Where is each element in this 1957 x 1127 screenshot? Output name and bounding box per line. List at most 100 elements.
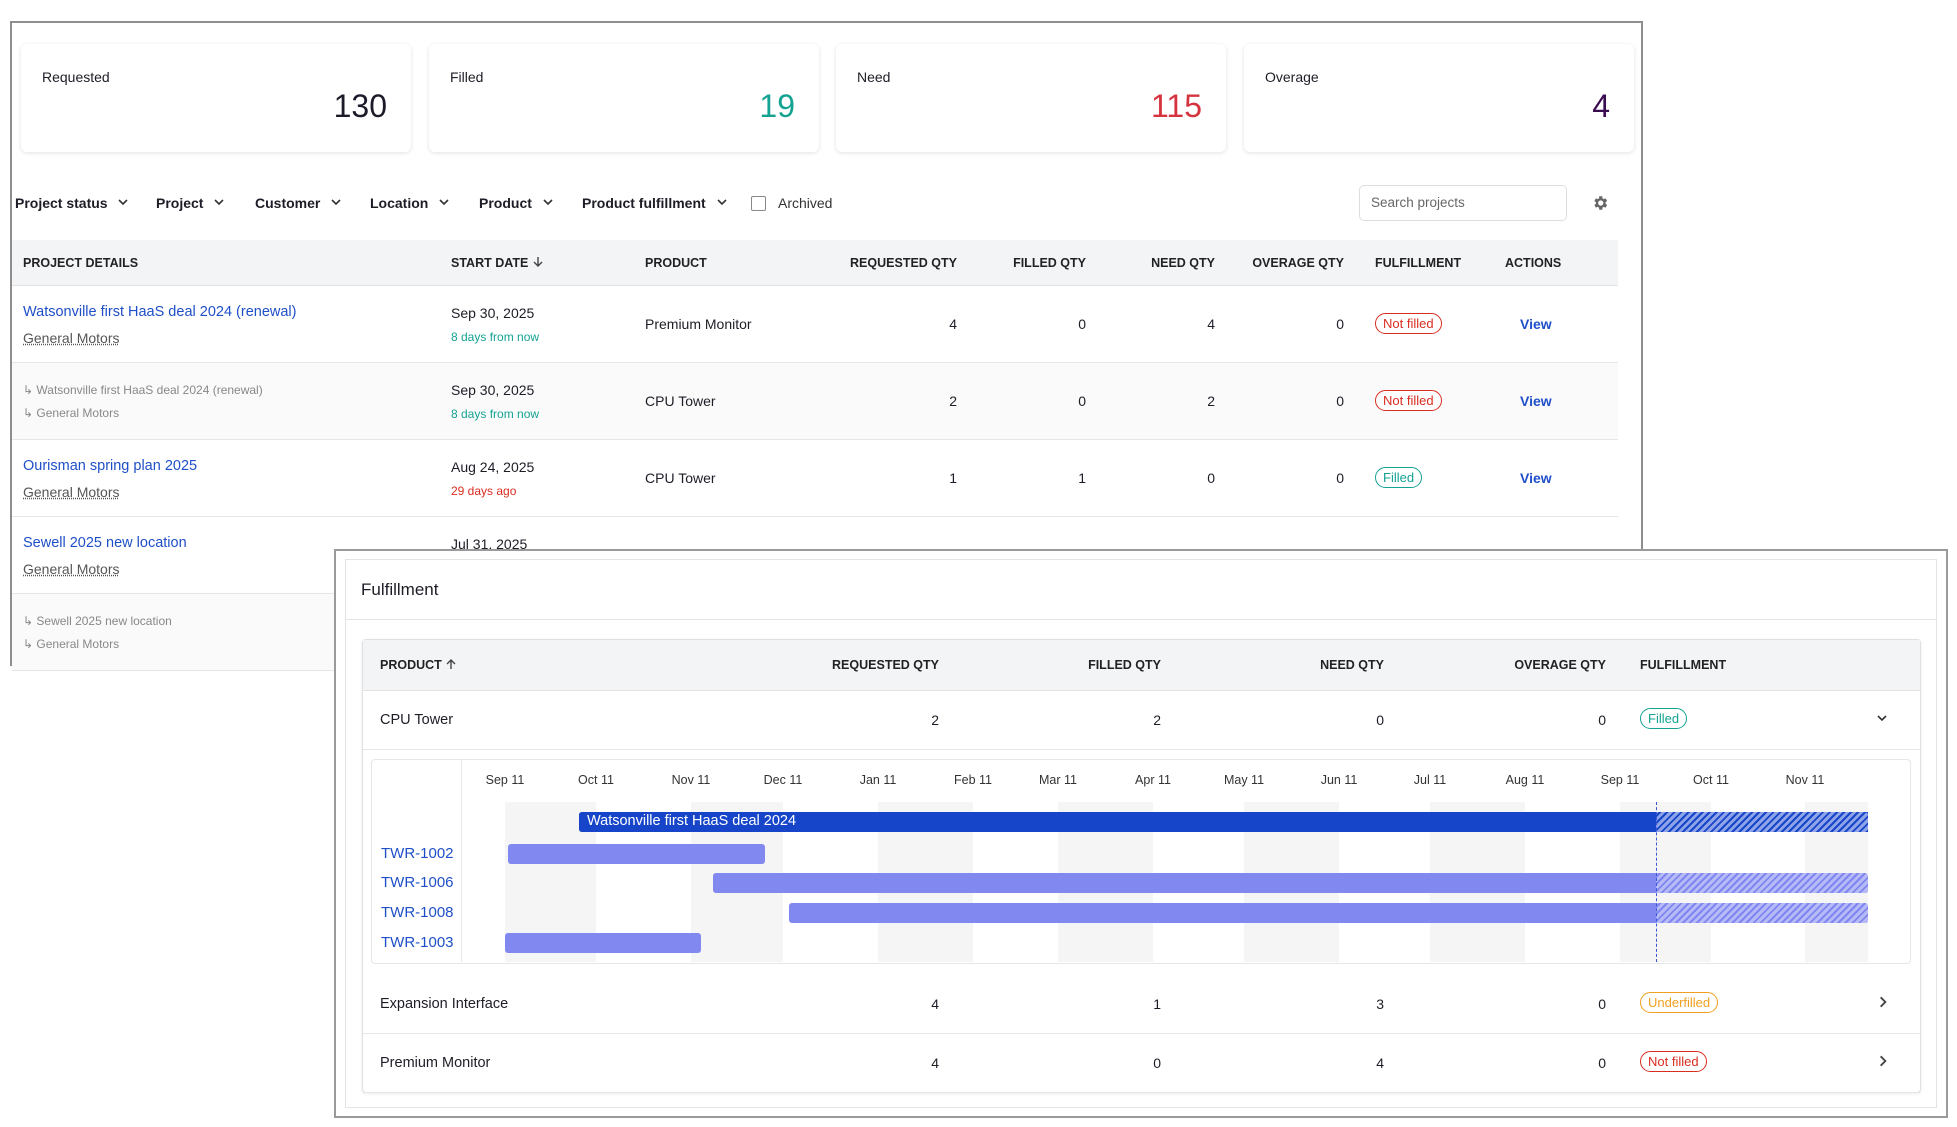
qty: 4: [1207, 316, 1215, 332]
column-header: OVERAGE QTY: [1252, 256, 1344, 270]
status-pill: Filled: [1375, 467, 1423, 488]
month-label: Apr 11: [1135, 773, 1171, 787]
column-header: NEED QTY: [1151, 256, 1215, 270]
product-row: [363, 1034, 1920, 1093]
stat-label: Requested: [42, 69, 110, 85]
qty: 0: [1598, 996, 1606, 1012]
filter-dropdown[interactable]: Customer: [255, 195, 342, 211]
unit-bar: [713, 873, 1656, 893]
month-label: Nov 11: [671, 773, 711, 787]
qty: 1: [949, 470, 957, 486]
month-label: Oct 11: [1693, 773, 1729, 787]
column-header: FULFILLMENT: [1640, 658, 1727, 672]
status-pill: Filled: [1640, 708, 1688, 729]
month-label: Jun 11: [1320, 773, 1358, 787]
product-row: [363, 691, 1920, 750]
expand-toggle[interactable]: [1876, 1054, 1890, 1073]
column-header: FULFILLMENT: [1375, 256, 1462, 270]
month-label: Jul 11: [1413, 773, 1447, 787]
qty: 0: [1207, 470, 1215, 486]
filter-dropdown[interactable]: Product fulfillment: [582, 195, 728, 211]
filter-dropdown[interactable]: Project: [156, 195, 225, 211]
unit-bar: [508, 844, 765, 864]
sub-project: ↳ Watsonville first HaaS deal 2024 (rene…: [23, 383, 263, 397]
column-header: FILLED QTY: [1013, 256, 1086, 270]
stat-card: Overage 4: [1244, 44, 1634, 152]
table-header-bg: [12, 240, 1618, 286]
project-link[interactable]: Ourisman spring plan 2025: [23, 458, 198, 474]
sub-customer: ↳ General Motors: [23, 406, 120, 420]
qty: 0: [1336, 393, 1344, 409]
view-link[interactable]: View: [1520, 393, 1552, 409]
today-line: [1656, 802, 1657, 962]
column-header: PROJECT DETAILS: [23, 256, 139, 270]
month-label: Aug 11: [1505, 773, 1545, 787]
fulfillment-title: Fulfillment: [361, 580, 439, 599]
search-box[interactable]: [1359, 185, 1567, 221]
qty: 3: [1376, 996, 1384, 1012]
qty: 4: [949, 316, 957, 332]
month-label: May 11: [1223, 773, 1265, 787]
stat-card: Need 115: [836, 44, 1226, 152]
month-label: Oct 11: [578, 773, 614, 787]
product: Premium Monitor: [645, 316, 752, 332]
month-label: Feb 11: [954, 773, 992, 787]
status-pill: Not filled: [1375, 313, 1442, 334]
project-link[interactable]: Sewell 2025 new location: [23, 535, 187, 551]
qty: 2: [1153, 712, 1161, 728]
unit-bar-future: [1656, 903, 1868, 923]
qty: 0: [1078, 393, 1086, 409]
expand-toggle[interactable]: [1876, 711, 1888, 729]
product-name: Expansion Interface: [380, 996, 509, 1012]
customer: General Motors: [23, 484, 120, 500]
qty: 0: [1336, 470, 1344, 486]
unit-bar-future: [1656, 873, 1868, 893]
filter-label: Project status: [15, 195, 108, 211]
settings-icon[interactable]: [1591, 194, 1609, 217]
archived-label: Archived: [778, 195, 833, 211]
column-header: OVERAGE QTY: [1514, 658, 1606, 672]
customer: General Motors: [23, 330, 120, 346]
column-header: NEED QTY: [1320, 658, 1384, 672]
filter-label: Product: [479, 195, 532, 211]
project-link[interactable]: Watsonville first HaaS deal 2024 (renewa…: [23, 304, 297, 320]
unit-label[interactable]: TWR-1006: [381, 874, 454, 891]
status-pill: Not filled: [1640, 1051, 1707, 1072]
month-label: Nov 11: [1785, 773, 1825, 787]
project-bar-solid: [579, 812, 1656, 832]
table-row: [12, 286, 1618, 363]
filter-dropdown[interactable]: Product: [479, 195, 554, 211]
unit-label[interactable]: TWR-1008: [381, 904, 454, 921]
view-link[interactable]: View: [1520, 316, 1552, 332]
filter-label: Customer: [255, 195, 321, 211]
unit-label[interactable]: TWR-1003: [381, 934, 454, 951]
month-label: Sep 11: [485, 773, 525, 787]
checkbox[interactable]: [751, 196, 766, 211]
column-header: PRODUCT: [380, 658, 457, 672]
qty: 4: [931, 1055, 939, 1071]
qty: 1: [1078, 470, 1086, 486]
start-date: Jul 31, 2025: [451, 536, 528, 552]
unit-bar: [505, 933, 701, 953]
filter-dropdown[interactable]: Location: [370, 195, 450, 211]
qty: 4: [931, 996, 939, 1012]
expand-toggle[interactable]: [1876, 995, 1890, 1014]
column-header: FILLED QTY: [1088, 658, 1161, 672]
start-date: Sep 30, 2025: [451, 305, 535, 321]
status-pill: Not filled: [1375, 390, 1442, 411]
stat-value: 115: [1150, 88, 1202, 124]
table-row: [12, 363, 1618, 440]
customer: General Motors: [23, 561, 120, 577]
qty: 2: [931, 712, 939, 728]
unit-label[interactable]: TWR-1002: [381, 845, 454, 862]
status-pill: Underfilled: [1640, 992, 1719, 1013]
qty: 0: [1153, 1055, 1161, 1071]
stat-label: Need: [857, 69, 891, 85]
qty: 0: [1598, 1055, 1606, 1071]
product-row: [363, 975, 1920, 1034]
stat-label: Filled: [450, 69, 484, 85]
view-link[interactable]: View: [1520, 470, 1552, 486]
stat-value: 4: [1592, 88, 1610, 124]
filter-dropdown[interactable]: Project status: [15, 195, 129, 211]
